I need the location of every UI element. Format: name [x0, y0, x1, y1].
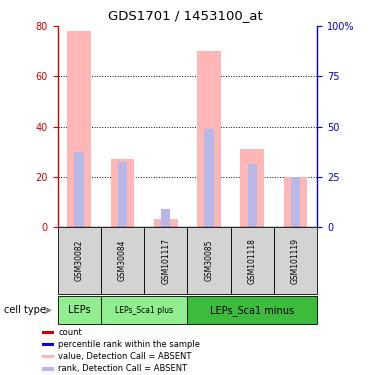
Bar — [291, 177, 301, 227]
Text: count: count — [59, 328, 82, 337]
Text: value, Detection Call = ABSENT: value, Detection Call = ABSENT — [59, 352, 192, 361]
Bar — [240, 149, 264, 227]
Text: GSM30082: GSM30082 — [75, 240, 83, 281]
Text: GSM101117: GSM101117 — [161, 238, 170, 284]
FancyBboxPatch shape — [58, 296, 101, 324]
Bar — [67, 31, 91, 227]
Bar — [247, 164, 257, 227]
Text: GSM101118: GSM101118 — [248, 238, 257, 284]
Bar — [42, 367, 54, 370]
FancyBboxPatch shape — [274, 227, 317, 294]
Text: cell type: cell type — [4, 305, 46, 315]
Text: GSM30085: GSM30085 — [204, 240, 213, 281]
Text: rank, Detection Call = ABSENT: rank, Detection Call = ABSENT — [59, 364, 188, 374]
Bar — [118, 162, 127, 227]
Bar — [42, 343, 54, 346]
Bar — [42, 331, 54, 334]
FancyBboxPatch shape — [101, 296, 187, 324]
Text: GDS1701 / 1453100_at: GDS1701 / 1453100_at — [108, 9, 263, 22]
Text: GSM101119: GSM101119 — [291, 238, 300, 284]
Bar — [197, 51, 221, 227]
Bar — [284, 177, 308, 227]
FancyBboxPatch shape — [187, 296, 317, 324]
FancyBboxPatch shape — [231, 227, 274, 294]
Text: GSM30084: GSM30084 — [118, 240, 127, 281]
Bar — [42, 355, 54, 358]
FancyBboxPatch shape — [58, 227, 101, 294]
Text: LEPs: LEPs — [68, 305, 91, 315]
FancyBboxPatch shape — [101, 227, 144, 294]
Bar — [154, 219, 178, 227]
Bar — [111, 159, 134, 227]
Text: LEPs_Sca1 plus: LEPs_Sca1 plus — [115, 306, 173, 315]
Bar — [161, 209, 171, 227]
Text: LEPs_Sca1 minus: LEPs_Sca1 minus — [210, 305, 294, 316]
Bar — [204, 129, 214, 227]
FancyBboxPatch shape — [144, 227, 187, 294]
Text: percentile rank within the sample: percentile rank within the sample — [59, 340, 200, 349]
Bar — [75, 152, 84, 227]
FancyBboxPatch shape — [187, 227, 231, 294]
